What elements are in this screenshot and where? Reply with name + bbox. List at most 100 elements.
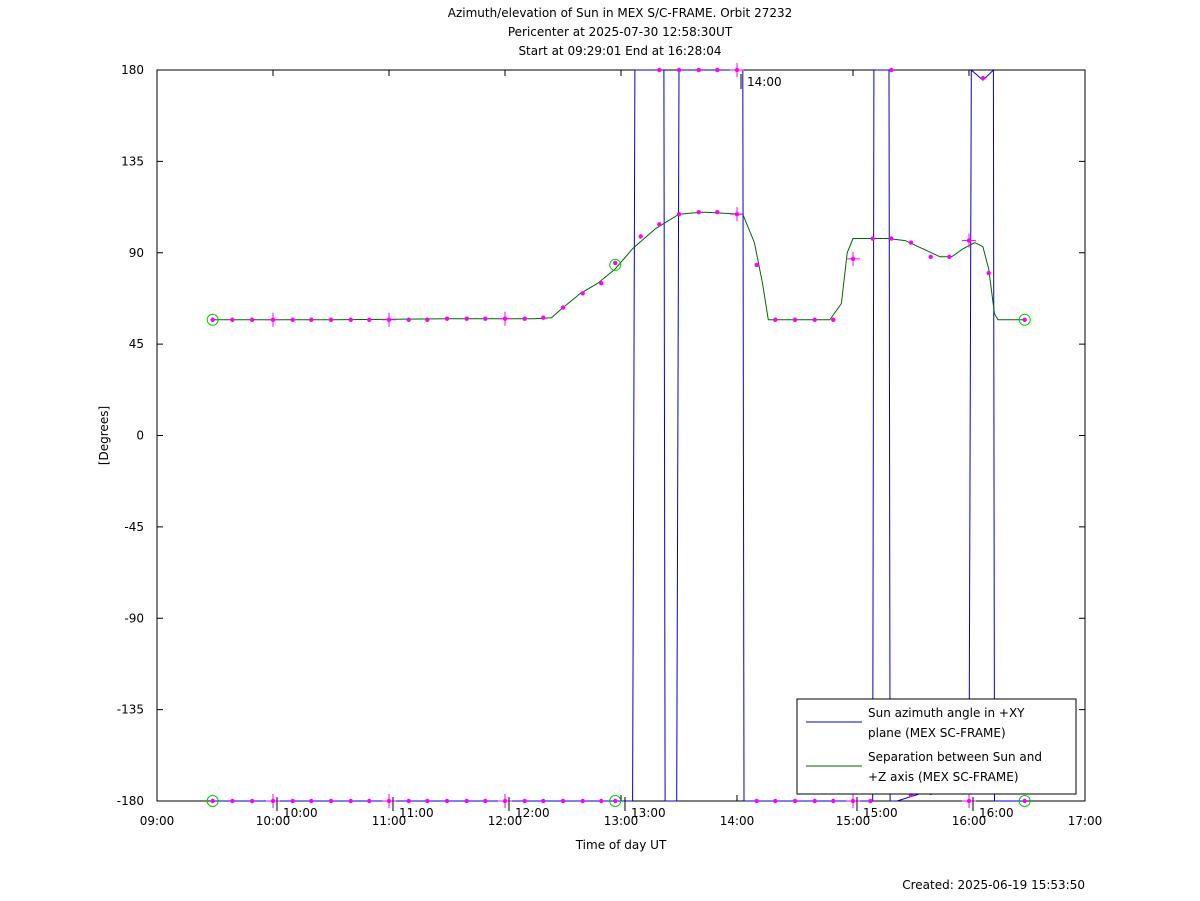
- series-1-marker: [889, 67, 894, 73]
- x-tick-label: 17:00: [1068, 814, 1103, 828]
- series-1-marker: [754, 798, 759, 804]
- series-2-marker: [773, 317, 778, 322]
- series-2-marker: [580, 291, 585, 296]
- y-tick-label: -180: [117, 794, 144, 808]
- x-tick-label: 16:00: [952, 814, 987, 828]
- series-1-marker: [696, 67, 701, 73]
- series-1-marker: [812, 798, 817, 804]
- legend: Sun azimuth angle in +XY plane (MEX SC-FR…: [796, 698, 1077, 795]
- series-2-marker: [367, 317, 372, 322]
- series-1-marker: [676, 67, 682, 73]
- series-1-marker: [309, 798, 314, 804]
- series-1-marker: [249, 798, 255, 804]
- series-2-marker: [249, 317, 255, 322]
- series-1-marker: [328, 798, 334, 804]
- series-2-marker: [696, 209, 701, 215]
- series-1-marker: [444, 798, 450, 804]
- series-2-marker: [1022, 317, 1027, 322]
- series-2-marker: [947, 254, 952, 260]
- orbit-time-label: 10:00: [283, 806, 318, 820]
- series-2-marker: [657, 222, 662, 227]
- series-2-marker: [464, 316, 469, 321]
- title-line: Start at 09:29:01 End at 16:28:04: [518, 44, 721, 58]
- orbit-time-label: 16:00: [979, 806, 1014, 820]
- series-2-marker: [328, 317, 334, 322]
- y-tick-label: 45: [129, 337, 144, 351]
- y-tick-label: 180: [121, 63, 144, 77]
- series-2-marker: [560, 305, 566, 310]
- series-2-marker: [309, 317, 314, 322]
- series-1-marker: [290, 798, 295, 804]
- start-end-circle: [609, 795, 622, 807]
- legend-label-2: Separation between Sun and: [868, 750, 1042, 764]
- series-1-marker: [483, 798, 488, 804]
- legend-box: [796, 698, 1077, 795]
- x-tick-label: 14:00: [720, 814, 755, 828]
- series-2-marker: [406, 317, 411, 322]
- series-2-marker: [541, 315, 546, 320]
- series-1-marker: [348, 798, 353, 804]
- series-2-marker: [230, 317, 235, 322]
- x-tick-label: 11:00: [372, 814, 407, 828]
- title-line: Azimuth/elevation of Sun in MEX S/C-FRAM…: [448, 6, 793, 20]
- series-1-marker: [522, 798, 527, 804]
- y-tick-label: 135: [121, 154, 144, 168]
- series-2-marker: [676, 211, 682, 217]
- series-2-marker: [889, 236, 894, 241]
- orbit-time-label: 11:00: [399, 806, 434, 820]
- series-2-marker: [986, 270, 991, 276]
- series-1-marker: [406, 798, 411, 804]
- series-2-marker: [613, 260, 618, 266]
- series-1-marker: [464, 798, 469, 804]
- x-tick-label: 09:00: [140, 814, 175, 828]
- series-1-marker: [613, 798, 618, 804]
- series-1-marker: [831, 798, 836, 804]
- series-2-marker: [870, 236, 875, 241]
- x-tick-label: 10:00: [256, 814, 291, 828]
- series-2-marker: [599, 281, 604, 286]
- series-2-marker: [715, 209, 720, 215]
- series-1-marker: [367, 798, 372, 804]
- start-end-circle: [609, 258, 622, 271]
- orbit-time-label: 14:00: [747, 75, 782, 89]
- series-2-marker: [348, 317, 353, 322]
- series-2-marker: [483, 316, 488, 321]
- series-1-marker: [210, 798, 215, 804]
- series-2-marker: [638, 234, 643, 239]
- series-2-marker: [831, 317, 836, 322]
- chart-title: Azimuth/elevation of Sun in MEX S/C-FRAM…: [448, 6, 793, 58]
- series-1-marker: [580, 798, 585, 804]
- series-1-marker: [657, 67, 662, 73]
- x-axis-label: Time of day UT: [575, 838, 667, 852]
- y-tick-label: -135: [117, 703, 144, 717]
- start-end-circle: [1018, 313, 1031, 326]
- orbit-time-label: 13:00: [631, 806, 666, 820]
- y-axis: 180 135 90 45 0 -45 -90 -135 -180: [117, 63, 1085, 808]
- title-line: Pericenter at 2025-07-30 12:58:30UT: [508, 25, 733, 39]
- series-2-marker: [792, 317, 798, 322]
- x-tick-label: 13:00: [604, 814, 639, 828]
- series-2-marker: [290, 317, 295, 322]
- orbit-time-label: 15:00: [863, 806, 898, 820]
- orbit-time-labels: 10:00 11:00 12:00 13:00 14:00 15:00 16:00: [276, 74, 1014, 820]
- legend-label-1: plane (MEX SC-FRAME): [868, 726, 1006, 740]
- series-1-marker: [560, 798, 566, 804]
- series-1-marker: [715, 67, 720, 73]
- series-1-marker: [868, 798, 873, 804]
- series-2-marker: [444, 316, 450, 321]
- series-1-marker: [792, 798, 798, 804]
- plot-frame: [156, 69, 1086, 802]
- y-tick-label: -45: [124, 520, 144, 534]
- series-2-marker: [210, 317, 215, 322]
- created-timestamp: Created: 2025-06-19 15:53:50: [902, 878, 1085, 892]
- series-1-marker: [980, 75, 986, 81]
- y-tick-label: 0: [136, 429, 144, 443]
- start-end-circle: [206, 795, 219, 807]
- orbit-time-label: 12:00: [515, 806, 550, 820]
- series-1-marker: [230, 798, 235, 804]
- series-1-marker: [1022, 798, 1027, 804]
- series-1-marker: [425, 798, 430, 804]
- y-tick-label: 90: [129, 246, 144, 260]
- y-axis-label: [Degrees]: [97, 406, 111, 465]
- legend-label-1: Sun azimuth angle in +XY: [868, 706, 1025, 720]
